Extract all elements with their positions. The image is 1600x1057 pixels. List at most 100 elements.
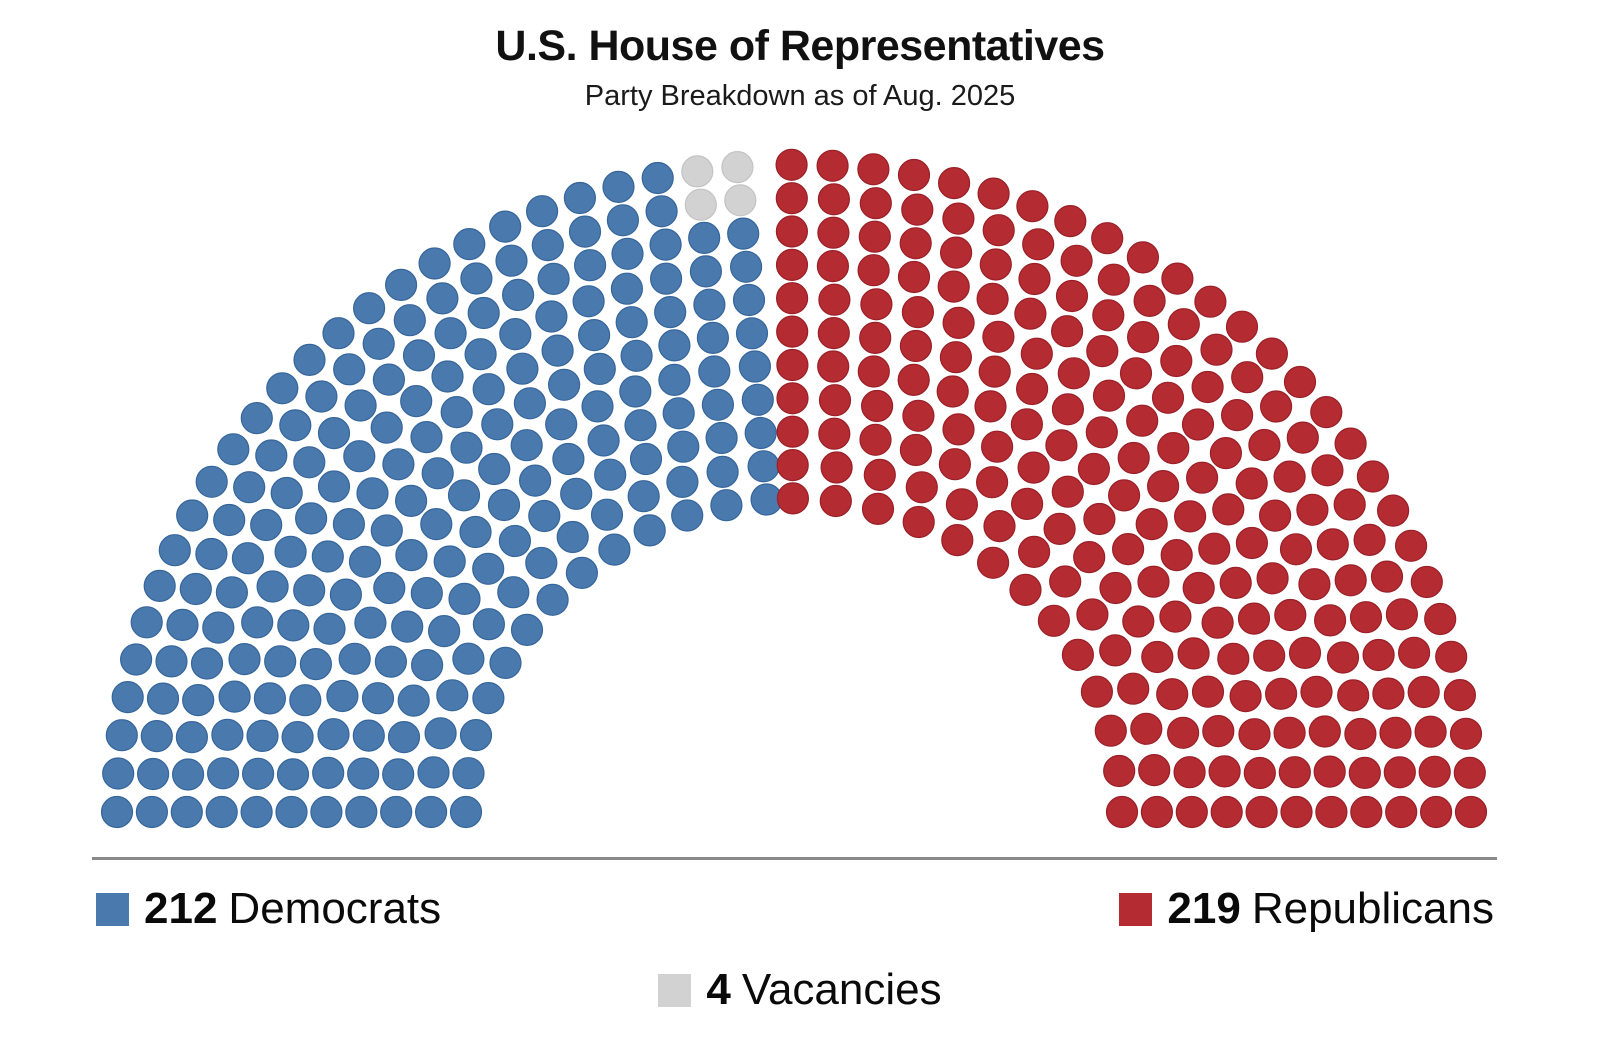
seat-dot-republican — [1310, 396, 1343, 429]
seat-dot-republican — [776, 348, 809, 382]
seat-dot-democrat — [348, 545, 382, 578]
seat-dot-democrat — [449, 795, 483, 829]
seat-dot-democrat — [170, 795, 203, 829]
seat-dot-democrat — [356, 477, 389, 510]
seat-dot-republican — [899, 433, 933, 467]
seat-dot-republican — [1194, 285, 1227, 318]
seat-dot-republican — [1177, 637, 1210, 670]
seat-dot-republican — [1151, 381, 1185, 414]
seat-dot-democrat — [556, 520, 589, 554]
seat-dot-democrat — [264, 645, 297, 678]
seat-dot-democrat — [528, 499, 561, 533]
seat-dot-republican — [982, 320, 1015, 353]
seat-dot-democrat — [531, 229, 564, 262]
seat-dot-republican — [1349, 601, 1383, 634]
seat-dot-republican — [982, 214, 1015, 247]
seat-dot-republican — [1157, 432, 1190, 465]
seat-dot-republican — [1410, 565, 1443, 599]
seat-dot-republican — [1274, 598, 1307, 632]
seat-dot-democrat — [689, 255, 723, 288]
seat-dot-democrat — [572, 285, 605, 318]
seat-dot-republican — [1130, 712, 1163, 745]
seat-dot-republican — [1181, 408, 1215, 441]
seat-dot-republican — [1092, 299, 1125, 332]
seat-dot-democrat — [431, 360, 464, 393]
seat-dot-republican — [1185, 461, 1219, 494]
seat-dot-democrat — [370, 411, 403, 444]
seat-dot-republican — [974, 390, 1007, 423]
seat-dot-republican — [942, 202, 975, 235]
seat-dot-democrat — [747, 450, 780, 483]
seat-dot-republican — [1160, 538, 1193, 572]
seat-dot-democrat — [688, 221, 721, 254]
seat-dot-republican — [1138, 753, 1171, 787]
seat-dot-democrat — [735, 317, 769, 350]
seat-dot-republican — [1045, 429, 1078, 462]
seat-dot-democrat — [240, 795, 273, 829]
seat-dot-republican — [859, 187, 892, 220]
seat-dot-democrat — [155, 645, 188, 678]
seat-dot-republican — [860, 389, 894, 423]
seat-dot-republican — [1201, 606, 1234, 639]
seat-dot-democrat — [393, 304, 426, 337]
seat-dot-republican — [858, 220, 891, 253]
seat-dot-republican — [1105, 795, 1139, 829]
seat-dot-republican — [776, 482, 810, 515]
seat-dot-republican — [1256, 562, 1289, 595]
seat-dot-democrat — [343, 440, 376, 473]
seat-dot-republican — [1350, 795, 1383, 829]
seat-dot-democrat — [436, 679, 469, 712]
seat-dot-republican — [1077, 452, 1111, 486]
seat-dot-democrat — [459, 718, 493, 752]
legend-divider-line — [92, 857, 1497, 860]
seat-dot-republican — [899, 227, 932, 260]
seat-dot-democrat — [510, 613, 544, 647]
seat-dot-republican — [897, 158, 931, 192]
seat-dot-democrat — [598, 533, 631, 566]
seat-dot-democrat — [568, 215, 602, 248]
seat-dot-democrat — [410, 576, 443, 610]
seat-dot-democrat — [293, 343, 326, 376]
seat-dot-democrat — [218, 680, 251, 713]
seat-dot-republican — [1243, 756, 1276, 790]
seat-dot-democrat — [537, 262, 570, 295]
seat-dot-republican — [897, 260, 931, 294]
seat-dot-republican — [1191, 675, 1225, 708]
seat-dot-democrat — [353, 292, 386, 325]
seat-dot-democrat — [649, 262, 683, 295]
seat-dot-democrat — [741, 383, 774, 416]
seat-dot-democrat — [536, 583, 569, 616]
seat-dot-democrat — [706, 455, 739, 488]
seat-dot-republican — [1173, 500, 1207, 533]
democrats-count: 212 — [144, 884, 218, 933]
seat-dot-republican — [1353, 523, 1386, 557]
seat-dot-republican — [1202, 714, 1235, 748]
seat-dot-democrat — [347, 757, 380, 790]
seat-dot-republican — [1018, 262, 1051, 296]
chart-subtitle: Party Breakdown as of Aug. 2025 — [584, 80, 1016, 112]
seat-dot-democrat — [344, 389, 377, 422]
seat-dot-democrat — [256, 570, 289, 603]
seat-dot-democrat — [293, 574, 326, 607]
seat-dot-democrat — [281, 720, 314, 754]
seat-dot-democrat — [202, 611, 235, 644]
seat-dot-democrat — [345, 795, 378, 829]
seat-dot-republican — [1010, 408, 1044, 441]
seat-dot-democrat — [143, 569, 176, 603]
seat-dot-democrat — [190, 647, 224, 680]
seat-dot-republican — [938, 448, 972, 481]
seat-dot-republican — [1385, 598, 1419, 631]
seat-dot-democrat — [100, 795, 134, 829]
seat-dot-republican — [1208, 755, 1241, 788]
seat-dot-republican — [1092, 379, 1126, 412]
democrats-label: Democrats — [228, 884, 442, 933]
seat-dot-democrat — [649, 228, 682, 261]
seat-dot-democrat — [279, 409, 312, 442]
seat-dot-democrat — [453, 228, 486, 261]
seat-dot-democrat — [545, 408, 578, 441]
seat-dot-democrat — [382, 758, 415, 791]
chart-title: U.S. House of Representatives — [495, 22, 1105, 70]
seat-dot-democrat — [102, 757, 135, 790]
seat-dot-republican — [1119, 357, 1153, 390]
